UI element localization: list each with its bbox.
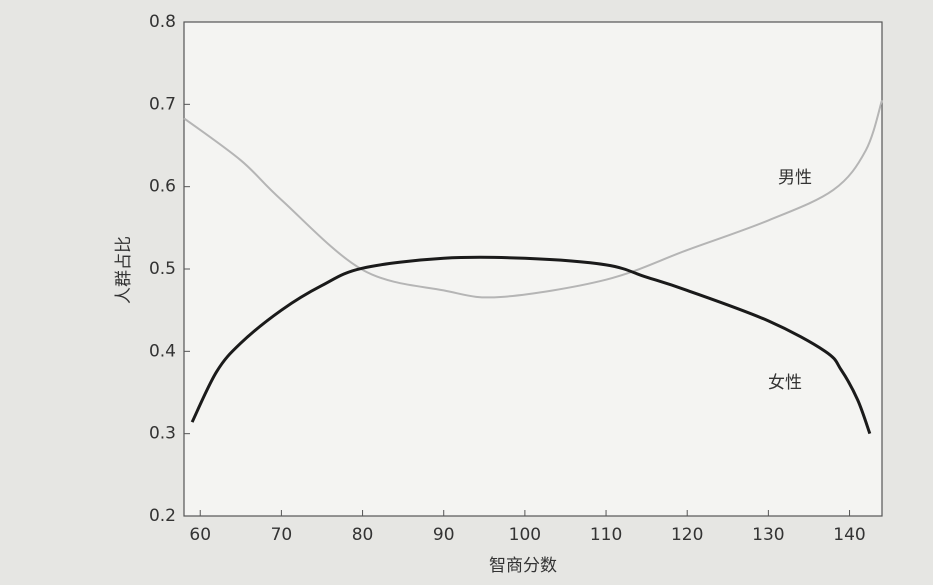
y-tick-label: 0.6 <box>149 177 176 197</box>
y-tick-label: 0.5 <box>149 259 176 279</box>
plot-area <box>183 21 883 517</box>
x-tick-label: 80 <box>352 525 374 545</box>
x-tick-label: 140 <box>833 525 865 545</box>
x-tick-label: 60 <box>189 525 211 545</box>
x-tick-label: 130 <box>752 525 784 545</box>
x-tick-label: 110 <box>590 525 622 545</box>
series-label: 女性 <box>768 373 802 393</box>
x-tick-label: 70 <box>271 525 293 545</box>
x-axis-label: 智商分数 <box>489 556 557 576</box>
line-series <box>183 99 883 299</box>
series-label: 男性 <box>778 168 812 188</box>
y-tick-label: 0.8 <box>149 12 176 32</box>
y-tick-label: 0.2 <box>149 506 176 526</box>
x-tick-label: 90 <box>433 525 455 545</box>
y-tick-label: 0.4 <box>149 341 176 361</box>
y-axis-label: 人群占比 <box>114 236 134 304</box>
x-tick-label: 120 <box>671 525 703 545</box>
y-tick-label: 0.7 <box>149 94 176 114</box>
y-tick-label: 0.3 <box>149 424 176 444</box>
line-series <box>190 255 872 435</box>
x-tick-label: 100 <box>509 525 541 545</box>
